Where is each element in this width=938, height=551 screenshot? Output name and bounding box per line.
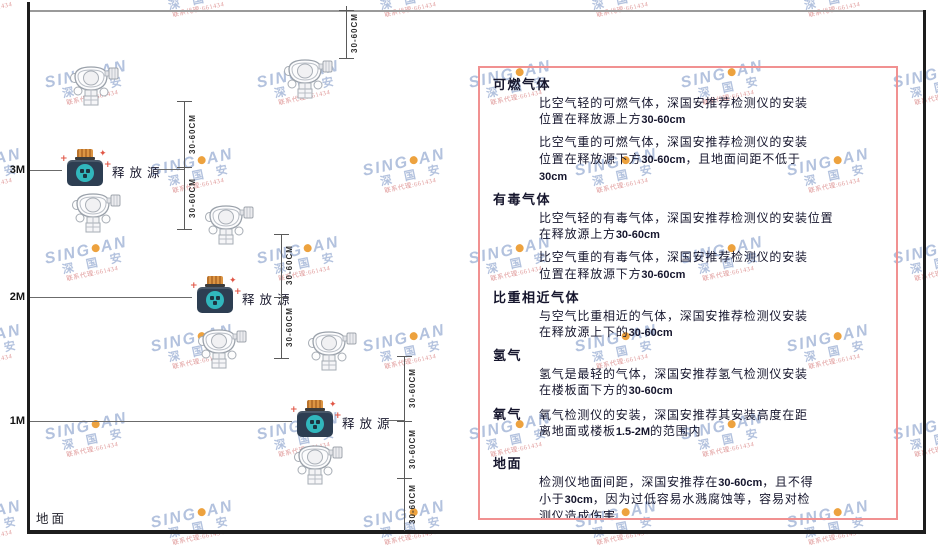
release-source-rim bbox=[205, 284, 225, 287]
ceiling-line bbox=[28, 10, 925, 12]
dimension-tick bbox=[274, 297, 289, 298]
release-source-emblem bbox=[76, 164, 94, 182]
release-source-emblem bbox=[206, 291, 224, 309]
spark-icon: + bbox=[334, 411, 342, 421]
section-paragraph: 氧气检测仪的安装，深国安推荐其安装高度在距 离地面或楼板1.5-2M的范围内 bbox=[539, 407, 808, 438]
spark-icon: + bbox=[234, 287, 242, 297]
guidelines-panel: 可燃气体比空气轻的可燃气体，深国安推荐检测仪的安装 位置在释放源上方30-60c… bbox=[478, 66, 898, 520]
release-source-icon: + ✦ + bbox=[290, 400, 342, 440]
panel-section: 地面 检测仪地面间距，深国安推荐在30-60cm，且不得 小于30cm，因为过低容… bbox=[493, 455, 884, 520]
spark-icon: + bbox=[190, 281, 198, 291]
release-source-icon: + ✦ + bbox=[190, 276, 242, 316]
panel-section: 氢气 氢气是最轻的气体，深国安推荐氢气检测仪安装 在楼板面下方的30-60cm bbox=[493, 347, 884, 399]
gas-detector-icon bbox=[282, 55, 334, 99]
spark-icon: ✦ bbox=[229, 276, 237, 286]
release-source-rim bbox=[75, 157, 95, 160]
dimension-line bbox=[404, 356, 405, 531]
release-source-emblem-dots bbox=[80, 169, 84, 173]
panel-section: 有毒气体比空气轻的有毒气体，深国安推荐检测仪的安装位置 在释放源上方30-60c… bbox=[493, 191, 884, 283]
dimension-tick bbox=[397, 478, 412, 479]
ground-label: 地面 bbox=[36, 512, 68, 526]
release-source-icon: + ✦ + bbox=[60, 149, 112, 189]
gas-detector-icon bbox=[292, 441, 344, 485]
right-wall-line bbox=[923, 10, 926, 532]
gas-detector-icon bbox=[306, 327, 358, 371]
panel-section: 比重相近气体与空气比重相近的气体，深国安推荐检测仪安装 在释放源上下的30-60… bbox=[493, 289, 884, 341]
dimension-label: 30-60CM bbox=[188, 114, 197, 154]
spark-icon: ✦ bbox=[99, 149, 107, 159]
release-source-cap bbox=[207, 276, 223, 284]
release-source-emblem bbox=[306, 415, 324, 433]
dimension-tick bbox=[177, 167, 192, 168]
axis-label: 3M bbox=[9, 164, 25, 176]
release-source-label: 释放源 bbox=[342, 417, 395, 431]
section-paragraph: 氢气是最轻的气体，深国安推荐氢气检测仪安装 在楼板面下方的30-60cm bbox=[539, 367, 808, 398]
dimension-tick bbox=[339, 58, 354, 59]
dimension-tick bbox=[339, 10, 354, 11]
height-level-line bbox=[30, 421, 292, 422]
release-source-body bbox=[197, 287, 233, 313]
spark-icon: + bbox=[60, 154, 68, 164]
dimension-label: 30-60CM bbox=[408, 484, 417, 524]
dimension-line bbox=[346, 6, 347, 58]
dimension-label: 30-60CM bbox=[408, 429, 417, 469]
section-heading: 有毒气体 bbox=[493, 192, 552, 208]
release-source-rim bbox=[305, 408, 325, 411]
section-paragraph: 比空气重的可燃气体，深国安推荐检测仪的安装 位置在释放源下方30-60cm，且地… bbox=[539, 135, 808, 183]
section-paragraph: 检测仪地面间距，深国安推荐在30-60cm，且不得 小于30cm，因为过低容易水… bbox=[539, 475, 814, 520]
section-paragraph: 比空气重的有毒气体，深国安推荐检测仪的安装 位置在释放源下方30-60cm bbox=[539, 250, 808, 281]
panel-section: 可燃气体比空气轻的可燃气体，深国安推荐检测仪的安装 位置在释放源上方30-60c… bbox=[493, 76, 884, 185]
spark-icon: + bbox=[104, 160, 112, 170]
gas-detector-icon bbox=[196, 325, 248, 369]
dimension-tick bbox=[274, 234, 289, 235]
release-source-body bbox=[297, 411, 333, 437]
gas-detector-icon bbox=[70, 189, 122, 233]
gas-detector-icon bbox=[68, 62, 120, 106]
dimension-tick bbox=[397, 421, 412, 422]
release-source-body bbox=[67, 160, 103, 186]
axis-label: 1M bbox=[9, 415, 25, 427]
dimension-label: 30-60CM bbox=[188, 178, 197, 218]
gas-detector-icon bbox=[203, 201, 255, 245]
label-connector-line bbox=[387, 420, 404, 421]
release-source-label: 释放源 bbox=[112, 166, 165, 180]
ground-line bbox=[27, 530, 926, 534]
release-source-cap bbox=[77, 149, 93, 157]
dimension-label: 30-60CM bbox=[285, 245, 294, 285]
dimension-tick bbox=[177, 101, 192, 102]
section-paragraph: 比空气轻的可燃气体，深国安推荐检测仪的安装 位置在释放源上方30-60cm bbox=[539, 96, 808, 127]
section-heading: 可燃气体 bbox=[493, 77, 552, 92]
spark-icon: ✦ bbox=[329, 400, 337, 410]
section-heading: 地面 bbox=[493, 456, 523, 472]
section-heading: 氧气 bbox=[493, 406, 523, 422]
section-heading: 比重相近气体 bbox=[493, 289, 581, 305]
dimension-line bbox=[281, 234, 282, 358]
release-source-label: 释放源 bbox=[242, 293, 295, 307]
dimension-label: 30-60CM bbox=[285, 307, 294, 347]
dimension-label: 30-60CM bbox=[350, 13, 359, 53]
release-source-emblem-dots bbox=[310, 420, 314, 424]
release-source-cap bbox=[307, 400, 323, 408]
panel-section: 氧气 氧气检测仪的安装，深国安推荐其安装高度在距 离地面或楼板1.5-2M的范围内 bbox=[493, 406, 884, 440]
spark-icon: + bbox=[290, 405, 298, 415]
dimension-label: 30-60CM bbox=[408, 368, 417, 408]
height-level-line bbox=[30, 170, 62, 171]
label-connector-line bbox=[157, 169, 184, 170]
section-heading: 氢气 bbox=[493, 348, 523, 364]
dimension-line bbox=[184, 101, 185, 229]
height-level-line bbox=[30, 297, 192, 298]
release-source-emblem-dots bbox=[210, 296, 214, 300]
dimension-tick bbox=[274, 358, 289, 359]
section-paragraph: 与空气比重相近的气体，深国安推荐检测仪安装 在释放源上下的30-60cm bbox=[539, 308, 808, 340]
dimension-tick bbox=[177, 229, 192, 230]
axis-label: 2M bbox=[9, 291, 25, 303]
dimension-tick bbox=[397, 356, 412, 357]
left-wall-line bbox=[27, 2, 30, 533]
section-paragraph: 比空气轻的有毒气体，深国安推荐检测仪的安装位置 在释放源上方30-60cm bbox=[539, 211, 834, 242]
